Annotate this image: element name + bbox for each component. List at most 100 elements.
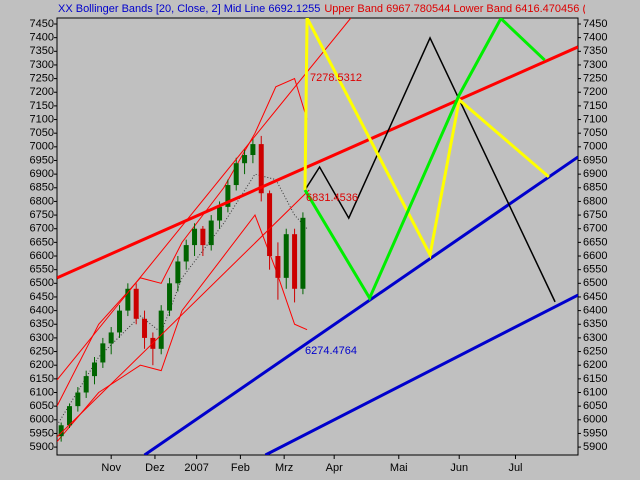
x-tick-label: Feb <box>231 462 250 474</box>
y-tick-label: 6500 <box>30 277 54 289</box>
y-tick-label: 6400 <box>30 305 54 317</box>
drawn-line <box>264 293 578 455</box>
x-tick-label: Dez <box>145 462 165 474</box>
bollinger-band <box>57 77 308 407</box>
y-tick-label: 6750 <box>583 209 607 221</box>
annotation: 6831.4536 <box>306 192 358 204</box>
y-tick-label: 5900 <box>30 441 54 453</box>
y-tick-label: 7150 <box>30 100 54 112</box>
y-tick-label: 6150 <box>30 373 54 385</box>
candle-body <box>117 310 123 333</box>
y-tick-label: 7400 <box>583 32 607 44</box>
title-part: XX Bollinger Bands [20, Close, 2] Mid Li… <box>58 3 320 15</box>
candle-body <box>75 392 81 407</box>
candle-body <box>200 228 206 246</box>
y-tick-label: 6600 <box>30 250 54 262</box>
x-tick-label: Jul <box>508 462 522 474</box>
y-tick-label: 7050 <box>583 127 607 139</box>
drawn-line <box>57 189 310 438</box>
y-tick-label: 6250 <box>30 345 54 357</box>
y-tick-label: 5950 <box>30 427 54 439</box>
y-tick-label: 6950 <box>583 154 607 166</box>
x-tick-label: Mrz <box>275 462 293 474</box>
y-tick-label: 7250 <box>583 73 607 85</box>
y-tick-label: 7200 <box>30 86 54 98</box>
candle-body <box>300 217 306 289</box>
y-tick-label: 6850 <box>583 182 607 194</box>
annotations: 7278.5312 6831.4536 6274.4764 <box>305 72 362 357</box>
drawn-line <box>303 18 550 260</box>
y-tick-label: 7200 <box>583 86 607 98</box>
y-tick-label: 6750 <box>30 209 54 221</box>
candle-body <box>125 288 131 311</box>
annotation: 7278.5312 <box>310 72 362 84</box>
x-tick-label: Jun <box>450 462 468 474</box>
y-tick-label: 6050 <box>583 400 607 412</box>
candle-body <box>167 283 173 311</box>
candle-body <box>225 185 231 207</box>
y-tick-label: 7000 <box>583 141 607 153</box>
y-tick-label: 7300 <box>30 59 54 71</box>
candle-body <box>100 343 106 363</box>
y-tick-label: 6300 <box>583 332 607 344</box>
x-tick-label: Nov <box>101 462 121 474</box>
y-tick-label: 7100 <box>30 113 54 125</box>
y-tick-label: 7450 <box>583 18 607 30</box>
y-tick-label: 7100 <box>583 113 607 125</box>
y-tick-label: 6700 <box>30 223 54 235</box>
y-tick-label: 6500 <box>583 277 607 289</box>
chart-title: XX Bollinger Bands [20, Close, 2] Mid Li… <box>58 3 606 15</box>
candle-body <box>108 332 114 344</box>
y-tick-label: 6250 <box>583 345 607 357</box>
bollinger-band <box>57 214 308 442</box>
y-tick-label: 7150 <box>583 100 607 112</box>
annotation: 6274.4764 <box>305 345 357 357</box>
y-tick-label: 6900 <box>583 168 607 180</box>
candle-body <box>267 193 273 257</box>
y-tick-label: 5900 <box>583 441 607 453</box>
y-tick-label: 6400 <box>583 305 607 317</box>
candle-body <box>183 245 189 262</box>
y-tick-label: 6150 <box>583 373 607 385</box>
y-tick-label: 6550 <box>30 264 54 276</box>
y-tick-label: 7400 <box>30 32 54 44</box>
candle-body <box>217 206 223 221</box>
candle-body <box>133 288 139 319</box>
y-tick-label: 6450 <box>583 291 607 303</box>
y-tick-label: 7000 <box>30 141 54 153</box>
candle-body <box>175 261 181 284</box>
x-tick-label: 2007 <box>184 462 208 474</box>
drawn-line <box>303 18 546 302</box>
candle-body <box>58 425 64 437</box>
y-tick-label: 5950 <box>583 427 607 439</box>
y-tick-label: 7050 <box>30 127 54 139</box>
y-tick-label: 6800 <box>583 195 607 207</box>
plot <box>57 18 578 455</box>
y-tick-label: 7250 <box>30 73 54 85</box>
candle-body <box>208 220 214 246</box>
y-tick-label: 6200 <box>30 359 54 371</box>
candle-body <box>67 406 73 426</box>
y-tick-label: 7350 <box>30 45 54 57</box>
drawn-line <box>57 18 352 381</box>
candle-body <box>192 228 198 246</box>
candle-body <box>233 163 239 186</box>
drawn-line <box>143 155 578 455</box>
y-tick-label: 6000 <box>583 414 607 426</box>
title-part: Upper Band 6967.780544 Lower Band 6416.4… <box>324 3 605 15</box>
x-tick-label: Mai <box>390 462 408 474</box>
candle-body <box>275 256 281 278</box>
y-tick-label: 6600 <box>583 250 607 262</box>
y-tick-label: 6000 <box>30 414 54 426</box>
y-tick-label: 6100 <box>583 386 607 398</box>
y-tick-label: 6950 <box>30 154 54 166</box>
y-tick-label: 6350 <box>30 318 54 330</box>
y-tick-label: 6650 <box>30 236 54 248</box>
y-tick-label: 6550 <box>583 264 607 276</box>
y-tick-label: 6900 <box>30 168 54 180</box>
plot-area <box>56 17 579 456</box>
candle-body <box>83 376 89 393</box>
